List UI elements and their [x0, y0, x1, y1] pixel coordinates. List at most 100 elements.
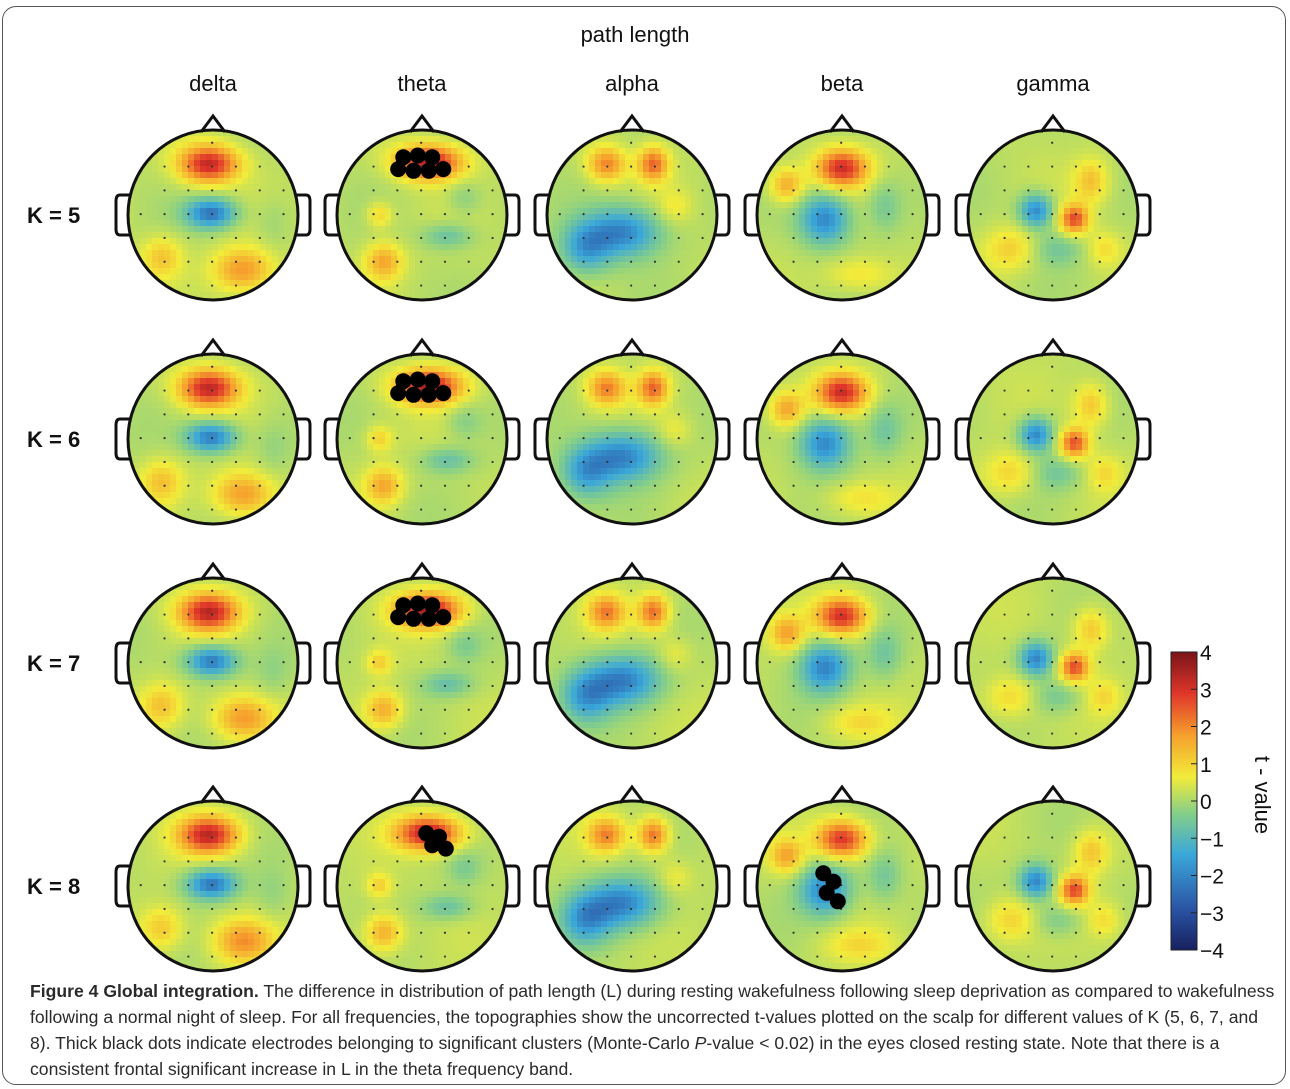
colorbar-tick-label: 1: [1200, 754, 1212, 777]
electrodes: [768, 141, 914, 287]
electrodes: [768, 365, 914, 511]
right-ear: [925, 864, 941, 908]
significant-electrode: [424, 837, 441, 854]
left-ear: [954, 864, 970, 908]
topomap-delta-k8: [114, 784, 312, 973]
colorbar-tick-label: −4: [1200, 940, 1224, 963]
electrodes: [139, 812, 285, 958]
right-ear: [925, 193, 941, 237]
nose: [618, 561, 646, 581]
topomap-theta-k8: [323, 784, 521, 973]
head-outline: [755, 799, 929, 973]
nose: [408, 561, 436, 581]
left-ear: [533, 641, 549, 685]
left-ear: [743, 641, 759, 685]
colorbar-tick-label: −1: [1200, 828, 1224, 851]
significant-electrode: [418, 825, 435, 842]
electrodes: [768, 589, 914, 735]
right-ear: [296, 641, 312, 685]
figure-title: path length: [581, 22, 690, 47]
nose: [199, 113, 227, 133]
caption-label: Figure 4 Global integration.: [30, 981, 259, 1001]
nose: [618, 113, 646, 133]
significant-electrode: [409, 371, 426, 388]
significant-electrode: [435, 385, 452, 402]
right-ear: [715, 417, 731, 461]
significant-electrode: [409, 595, 426, 612]
head-outline: [755, 352, 929, 526]
topomap-beta-k6: [743, 337, 941, 526]
right-ear: [1136, 193, 1152, 237]
left-ear: [743, 864, 759, 908]
head-outline: [545, 576, 719, 750]
topomap-alpha-k8: [533, 784, 731, 973]
figure-frame: [2, 6, 1286, 1085]
significant-electrode: [390, 161, 407, 178]
nose: [199, 784, 227, 804]
column-labels: delta theta alpha beta gamma: [189, 71, 1090, 96]
row-label-k8: K = 8: [27, 874, 80, 899]
electrodes: [558, 589, 704, 735]
colorbar: 4 3 2 1 0 −1 −2 −3 −4 t - value: [1170, 642, 1275, 963]
topomap-beta-k8: [743, 784, 941, 973]
right-ear: [505, 417, 521, 461]
topomap-delta-k7: [114, 561, 312, 750]
nose: [1039, 561, 1067, 581]
head-outline: [126, 352, 300, 526]
right-ear: [1136, 417, 1152, 461]
left-ear: [533, 864, 549, 908]
colorbar-tick-label: 2: [1200, 717, 1212, 740]
left-ear: [323, 193, 339, 237]
left-ear: [114, 641, 130, 685]
left-ear: [954, 193, 970, 237]
nose: [1039, 784, 1067, 804]
nose: [618, 337, 646, 357]
head-outline: [335, 128, 509, 302]
left-ear: [114, 417, 130, 461]
significant-electrode: [405, 610, 422, 627]
electrodes: [979, 141, 1125, 287]
right-ear: [296, 417, 312, 461]
column-label-gamma: gamma: [1016, 71, 1090, 96]
significant-electrode: [390, 385, 407, 402]
right-ear: [715, 193, 731, 237]
nose: [828, 113, 856, 133]
column-label-theta: theta: [398, 71, 448, 96]
topomap-alpha-k7: [533, 561, 731, 750]
row-labels: K = 5 K = 6 K = 7 K = 8: [27, 203, 80, 899]
significant-electrode: [420, 386, 437, 403]
figure-caption: Figure 4 Global integration. The differe…: [30, 978, 1275, 1082]
electrodes: [348, 589, 494, 735]
colorbar-tick-label: −2: [1200, 866, 1224, 889]
significant-electrode: [437, 840, 454, 857]
colorbar-tick-label: 4: [1200, 642, 1212, 665]
left-ear: [114, 864, 130, 908]
topomap-gamma-k6: [954, 337, 1152, 526]
head-outline: [966, 799, 1140, 973]
left-ear: [114, 193, 130, 237]
significant-electrode: [424, 149, 441, 166]
topomap-theta-k5: [323, 113, 521, 302]
column-label-delta: delta: [189, 71, 237, 96]
left-ear: [743, 193, 759, 237]
nose: [828, 784, 856, 804]
row-label-k7: K = 7: [27, 651, 80, 676]
electrodes: [139, 141, 285, 287]
electrodes: [979, 589, 1125, 735]
caption-italic: P: [694, 1033, 707, 1053]
colorbar-label: t - value: [1250, 756, 1275, 834]
left-ear: [323, 864, 339, 908]
right-ear: [505, 864, 521, 908]
head-outline: [545, 352, 719, 526]
right-ear: [505, 641, 521, 685]
caption-text-end: -value < 0.02) in the eyes closed restin…: [30, 1033, 1220, 1079]
left-ear: [323, 641, 339, 685]
topomap-gamma-k7: [954, 561, 1152, 750]
row-label-k5: K = 5: [27, 203, 80, 228]
significant-electrode: [405, 386, 422, 403]
head-outline: [335, 352, 509, 526]
right-ear: [296, 193, 312, 237]
nose: [828, 561, 856, 581]
right-ear: [925, 641, 941, 685]
right-ear: [296, 864, 312, 908]
